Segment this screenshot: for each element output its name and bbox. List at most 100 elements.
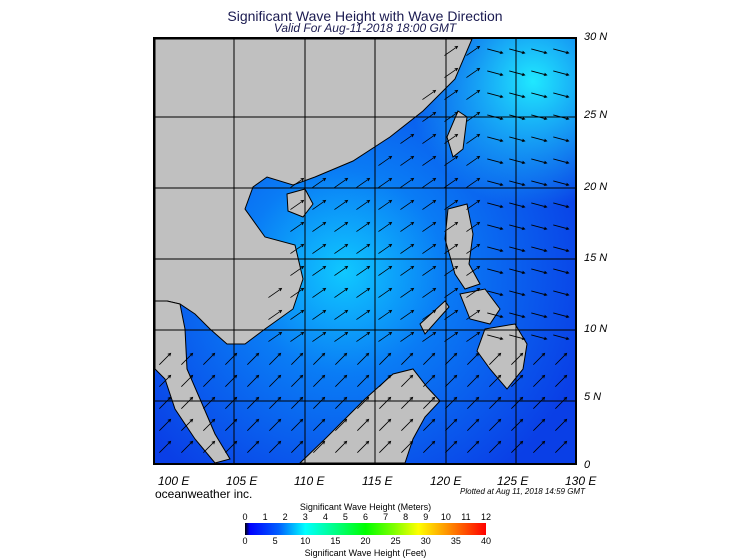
wave-arrow [400,243,415,254]
wave-arrow [401,374,414,387]
wave-arrow [531,290,548,297]
wave-arrow [553,246,570,253]
wave-arrow [334,199,349,210]
wave-arrow [466,67,481,78]
wave-arrow [466,111,481,122]
wave-arrow [423,396,436,409]
wave-arrow [203,374,216,387]
wave-arrow [423,374,436,387]
map-canvas [154,38,575,464]
meters-tick: 0 [242,512,248,522]
wave-arrow [356,287,371,298]
wave-arrow [378,287,393,298]
wave-arrow [225,418,238,431]
wave-arrow [466,221,481,232]
wave-arrow [509,136,526,143]
plotted-timestamp: Plotted at Aug 11, 2018 14:59 GMT [460,487,585,496]
wave-arrow [487,136,504,143]
wave-arrow [313,352,326,365]
wave-arrow [487,334,504,341]
wave-arrow [511,418,524,431]
wave-arrow [312,309,327,320]
wave-arrow [533,396,546,409]
wave-arrow [509,334,526,341]
wave-arrow [466,243,481,254]
meters-tick: 2 [282,512,288,522]
wave-arrow [334,177,349,188]
wave-arrow [487,114,504,121]
wave-arrow [334,265,349,276]
wave-arrow [466,265,481,276]
wave-arrow [335,418,348,431]
wave-arrow [335,396,348,409]
wave-arrow [225,352,238,365]
wave-arrow [379,418,392,431]
wave-arrow [335,374,348,387]
lon-label: 125 E [497,474,529,488]
lon-label: 115 E [362,474,393,488]
wave-arrow [509,246,526,253]
wave-arrow [378,265,393,276]
wave-arrow [401,418,414,431]
wave-arrow [509,158,526,165]
wave-arrow [553,180,570,187]
feet-tick: 30 [420,536,431,546]
wave-arrow [466,133,481,144]
wave-arrow [225,374,238,387]
wave-arrow [400,155,415,166]
wave-arrow [553,268,570,275]
wave-arrow [531,158,548,165]
wave-arrow [531,224,548,231]
wave-arrow [181,440,194,453]
wave-arrow [203,440,216,453]
wave-arrow [509,114,526,121]
wave-arrow [423,352,436,365]
wave-arrow [401,396,414,409]
wave-arrow [422,177,437,188]
wave-map [153,37,577,465]
wave-arrow [466,287,481,298]
wave-arrow [466,45,481,56]
wave-arrow [335,352,348,365]
wave-arrow [553,312,570,319]
wave-arrow [357,440,370,453]
wave-arrow [487,70,504,77]
wave-arrow [159,440,172,453]
wave-arrow [290,199,305,210]
wave-arrow [203,352,216,365]
wave-arrow [290,221,305,232]
wave-arrow [444,221,459,232]
wave-arrow [467,440,480,453]
wave-arrow [356,331,371,342]
wave-arrow [422,221,437,232]
wave-arrow [467,352,480,365]
wave-arrow [553,92,570,99]
meters-tick: 9 [423,512,429,522]
wave-arrow [509,70,526,77]
wave-arrow [247,352,260,365]
wave-arrow [531,246,548,253]
wave-arrow [487,92,504,99]
wave-arrow [269,396,282,409]
wave-arrow [400,199,415,210]
feet-tick: 20 [360,536,371,546]
grid-lines [155,39,575,463]
wave-arrow [489,352,502,365]
wave-arrow [203,418,216,431]
wave-arrow [466,331,481,342]
wave-arrow [269,352,282,365]
lat-label: 0 [584,459,591,471]
land-malay-peninsula [154,300,231,464]
wave-arrow [268,331,283,342]
wave-arrow [159,374,172,387]
meters-tick: 5 [342,512,348,522]
meters-tick: 12 [480,512,491,522]
meters-tick: 4 [322,512,328,522]
wave-arrow [268,309,283,320]
wave-arrow [444,331,459,342]
wave-arrow [531,114,548,121]
wave-arrow [181,352,194,365]
feet-tick: 40 [480,536,491,546]
wave-arrow [487,224,504,231]
wave-arrow [487,312,504,319]
